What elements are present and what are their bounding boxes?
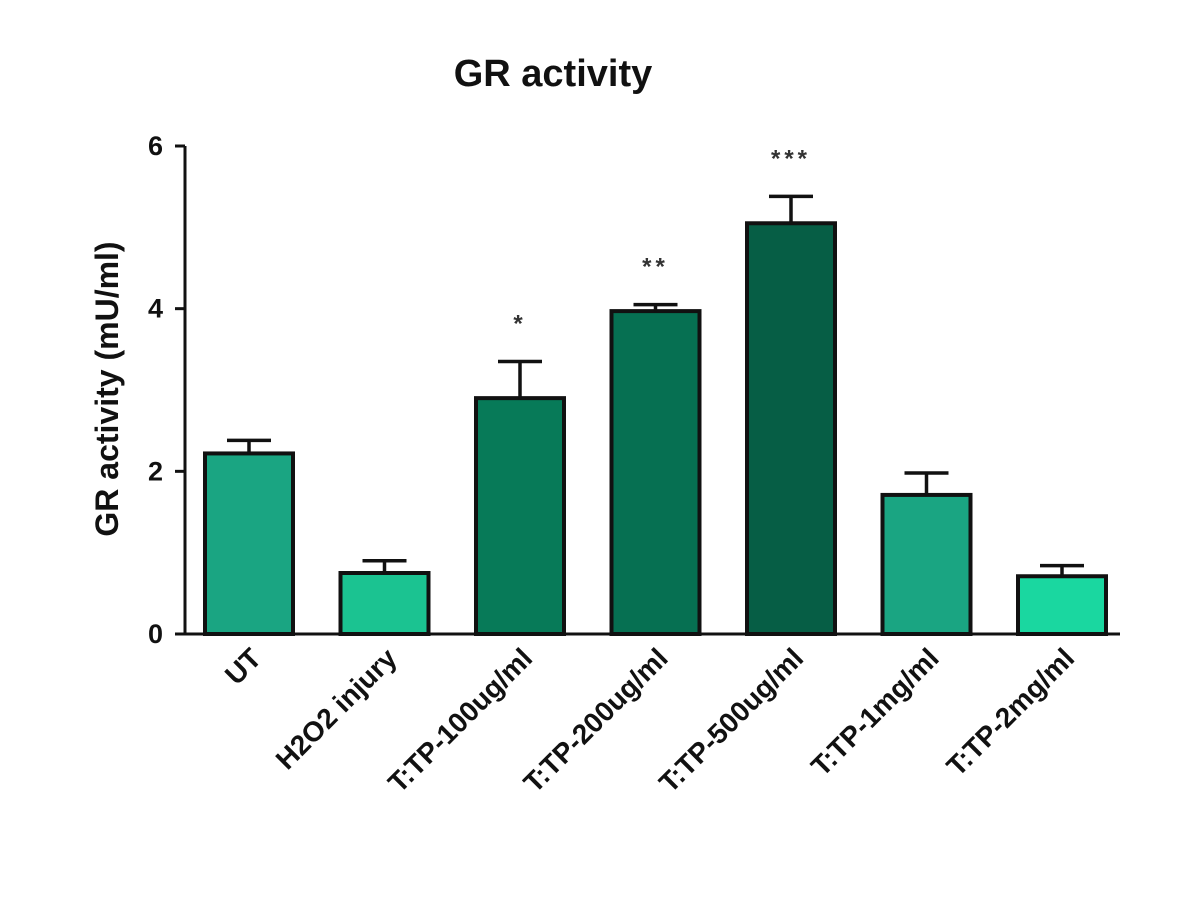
error-bar-5 bbox=[769, 194, 813, 224]
y-tick-label: 6 bbox=[148, 131, 163, 161]
y-axis-ticks: 0 2 4 6 bbox=[148, 131, 185, 649]
bar-2 bbox=[338, 571, 431, 636]
error-bar-3 bbox=[498, 359, 542, 399]
bar-1 bbox=[203, 451, 295, 636]
y-axis-label: GR activity (mU/ml) bbox=[89, 241, 125, 536]
y-tick-label: 4 bbox=[148, 294, 163, 324]
error-bars bbox=[227, 194, 1084, 577]
x-tick-label-4: T:TP-200ug/ml bbox=[518, 642, 674, 798]
significance-markers: ****** bbox=[513, 145, 811, 338]
x-axis-labels: UT H2O2 injuryT:TP-100ug/mlT:TP-200ug/mlT… bbox=[219, 642, 1080, 798]
error-bar-6 bbox=[904, 471, 949, 495]
x-tick-label-1: UT bbox=[219, 642, 267, 690]
y-tick-label: 0 bbox=[148, 619, 163, 649]
bar-3 bbox=[474, 396, 566, 636]
bars bbox=[203, 221, 1108, 637]
bar-6 bbox=[880, 492, 973, 637]
error-bar-1 bbox=[227, 438, 271, 454]
error-bar-7 bbox=[1040, 563, 1084, 577]
significance-marker-4: ** bbox=[642, 254, 669, 281]
x-tick-label-3: T:TP-100ug/ml bbox=[382, 642, 538, 798]
significance-marker-5: *** bbox=[771, 145, 811, 172]
error-bar-2 bbox=[362, 559, 407, 573]
bar-7 bbox=[1016, 574, 1108, 637]
significance-marker-3: * bbox=[513, 311, 526, 338]
y-tick-label: 2 bbox=[148, 456, 163, 486]
x-tick-label-6: T:TP-1mg/ml bbox=[805, 642, 945, 782]
chart-title: GR activity bbox=[454, 53, 653, 95]
error-bar-4 bbox=[633, 302, 678, 312]
bar-5 bbox=[745, 221, 837, 636]
x-tick-label-7: T:TP-2mg/ml bbox=[941, 642, 1081, 782]
x-tick-label-5: T:TP-500ug/ml bbox=[653, 642, 809, 798]
bar-4 bbox=[609, 309, 702, 636]
x-tick-label-2: H2O2 injury bbox=[270, 642, 403, 775]
